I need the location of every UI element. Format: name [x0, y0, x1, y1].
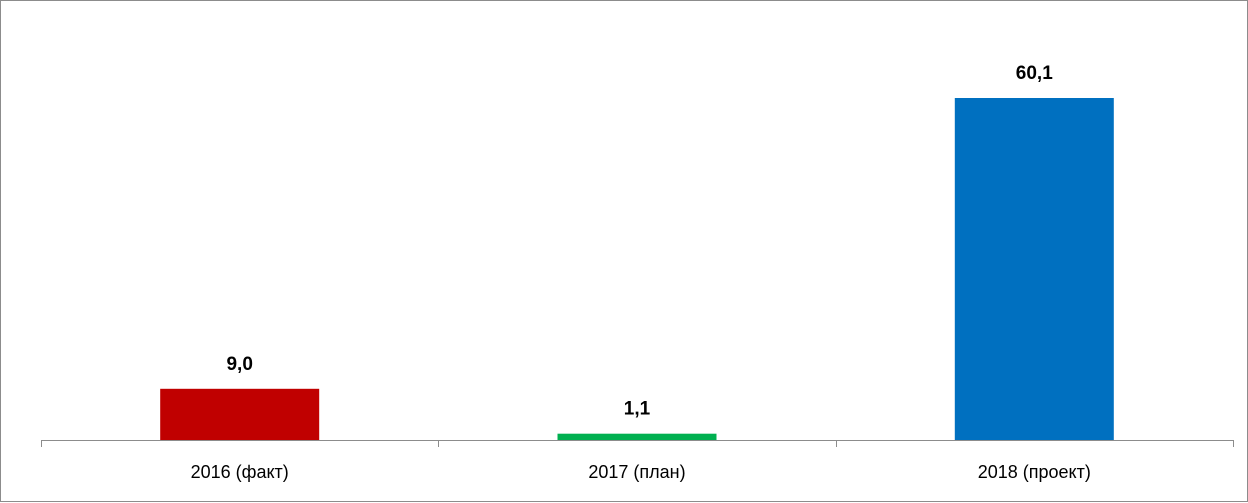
data-label-0: 9,0: [226, 354, 252, 375]
data-labels-layer: 9,0 1,1 60,1: [226, 63, 1053, 420]
x-tick-labels: 2016 (факт) 2017 (план) 2018 (проект): [191, 462, 1091, 482]
bar-0: [160, 388, 320, 440]
x-tick-label-2: 2018 (проект): [978, 462, 1091, 482]
x-axis: [41, 440, 1234, 447]
data-label-1: 1,1: [624, 399, 651, 420]
bar-1: [557, 433, 717, 440]
data-label-2: 60,1: [1016, 63, 1053, 84]
bars-layer: [160, 98, 1114, 440]
bar-2: [954, 98, 1114, 440]
x-tick-label-1: 2017 (план): [588, 462, 685, 482]
x-tick-label-0: 2016 (факт): [191, 462, 289, 482]
